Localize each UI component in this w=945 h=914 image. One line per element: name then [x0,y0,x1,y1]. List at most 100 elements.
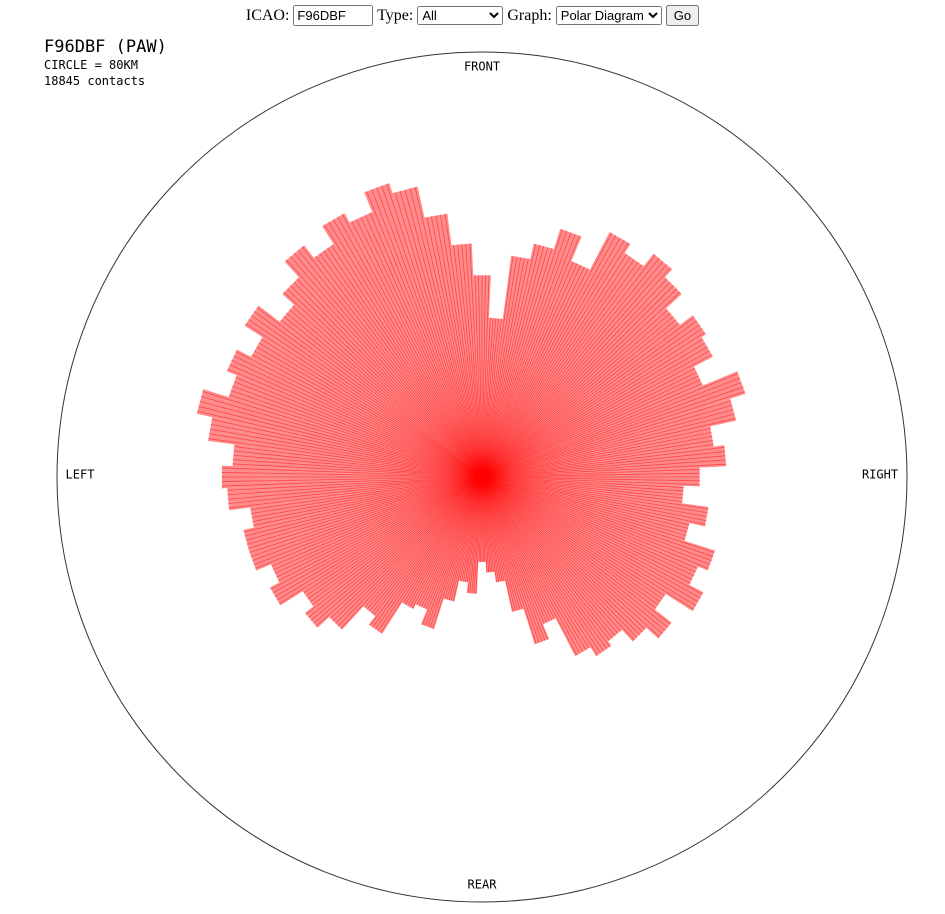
ray-line [481,476,703,595]
ray-line [481,476,543,642]
ray-line [424,476,483,626]
front-label: FRONT [464,60,500,74]
ray-line [481,476,553,621]
ray-line [409,476,483,608]
ray-line [481,312,671,478]
ray-line [481,309,668,478]
ray-wedge [482,445,727,477]
ray-line [440,214,483,478]
ray-line [481,243,537,478]
ray-line [331,245,483,478]
ray-line [418,476,483,607]
ray-line [481,476,687,536]
ray-line [209,428,483,478]
ray-line [286,312,483,478]
ray-line [332,219,483,478]
ray-line [254,350,483,478]
right-label: RIGHT [862,468,898,482]
ray-line [481,476,690,526]
ray-line [245,476,483,541]
ray-line [280,319,483,478]
ray-line [276,476,483,601]
type-select[interactable]: All [417,6,504,25]
ray-line [228,476,483,505]
ray-line [227,476,483,491]
ray-line [209,433,483,478]
ray-line [307,476,483,600]
ray-line [481,476,605,652]
icao-input[interactable] [293,5,374,26]
ray-line [235,377,483,478]
ray-line [481,476,548,623]
ray-line [481,400,732,478]
ray-line [364,476,483,608]
ray-line [481,476,709,569]
graph-select[interactable]: Polar Diagram [555,6,662,25]
ray-line [337,476,483,627]
ray-line [481,476,709,510]
ray-line [481,281,671,478]
ray-line [481,476,661,603]
ray-line [221,467,483,478]
ray-line [481,476,700,486]
ray-line [227,368,483,478]
ray-line [310,476,483,621]
ray-line [305,476,483,615]
ray-line [481,476,641,636]
ray-line [481,476,669,628]
ray-line [481,440,713,478]
ray-line [360,216,483,478]
ray-line [245,323,483,478]
ray-line [481,476,697,606]
ray-line [272,476,483,594]
rays [196,183,746,657]
ray-line [481,476,610,641]
ray-line [481,404,733,478]
graph-label: Graph: [507,7,552,24]
ray-line [481,476,578,656]
ray-line [271,476,483,567]
ray-line [481,264,668,478]
ray-line [481,476,584,653]
ray-line [481,463,727,478]
ray-line [233,450,483,478]
ray-line [430,216,483,478]
ray-line [481,256,518,478]
ray-line [481,476,590,649]
ray-line [481,476,519,611]
ray-line [465,243,483,478]
go-button[interactable]: Go [665,5,700,26]
ray-line [252,476,483,522]
ray-line [341,214,483,478]
ray-line [435,215,483,478]
ray-line [481,432,712,478]
ray-line [481,476,671,625]
ray-line [481,476,712,561]
ray-line [375,476,483,630]
ray-line [481,476,684,492]
ray-line [481,476,706,525]
ray-line [248,476,483,549]
ray-line [208,438,483,478]
ray-line [251,476,483,514]
icao-label: ICAO: [245,7,290,24]
ray-line [481,476,683,499]
ray-line [481,244,541,478]
ray-line [253,311,483,478]
ray-line [481,468,700,478]
ray-wedge [284,245,482,477]
ray-line [481,476,635,641]
ray-line [481,318,500,478]
ray-line [481,375,699,478]
ray-wedge [482,261,590,477]
ray-line [481,317,494,478]
ray-line [293,252,483,478]
ray-line [461,244,483,478]
ray-line [481,476,711,565]
ray-line [233,355,483,478]
ray-line [481,240,625,478]
ray-line [251,354,483,478]
ray-line [481,476,689,529]
ray-line [425,476,483,610]
ray-line [253,476,483,526]
